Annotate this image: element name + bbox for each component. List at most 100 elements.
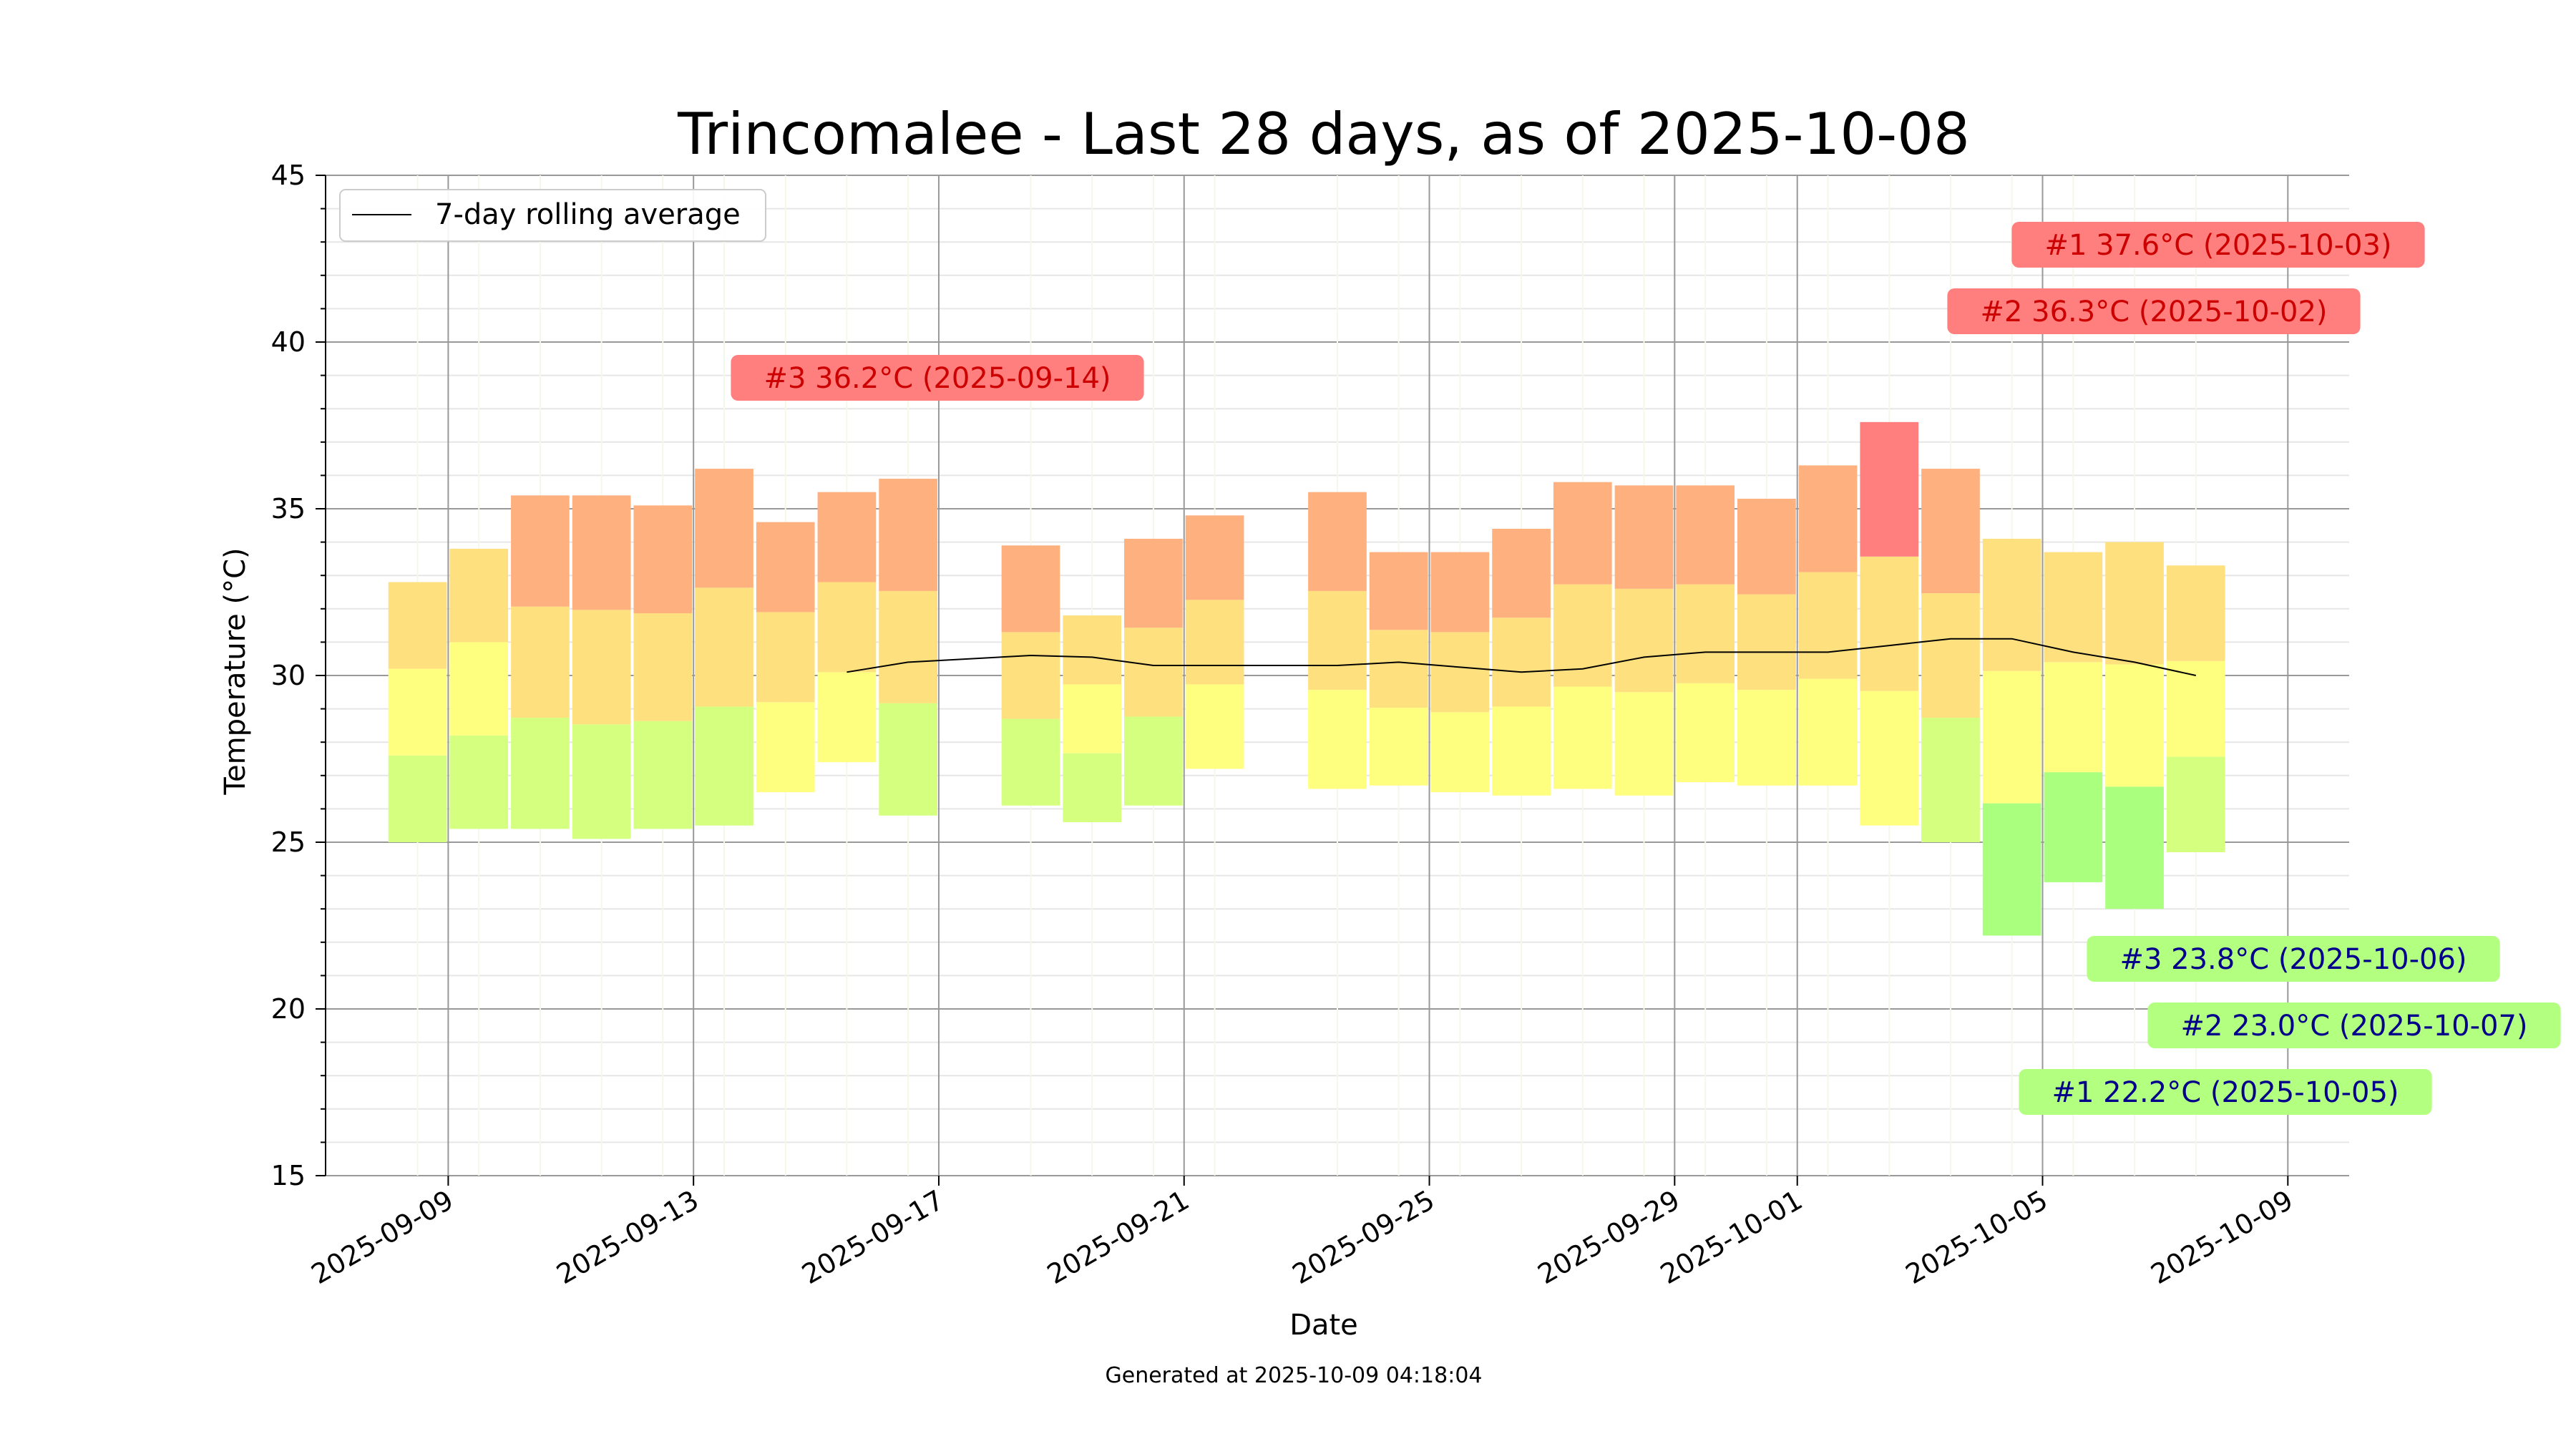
bar-segment [388,582,447,669]
y-tick-label: 30 [271,660,306,691]
chart-title: Trincomalee - Last 28 days, as of 2025-1… [677,101,1970,167]
daily-bar [1124,175,1183,1176]
bar-segment [1798,465,1858,572]
bar-segment [695,587,753,707]
bar-segment [633,505,693,614]
bar-segment [1063,684,1122,753]
bar-segment [2044,662,2103,773]
bar-segment [511,718,570,829]
bar-segment [1614,485,1674,589]
bar-segment [2044,552,2103,663]
daily-bar [449,175,509,1176]
bar-segment [572,495,631,610]
x-tick-label: 2025-10-09 [2146,1184,2298,1291]
daily-bar [388,175,447,1176]
bar-segment [1001,545,1060,633]
annotation-label: #1 22.2°C (2025-10-05) [2051,1076,2399,1109]
annotation-low: #2 23.0°C (2025-10-07) [2147,1002,2561,1048]
bar-segment [1124,716,1183,806]
daily-bar [1308,175,1367,1176]
daily-bar [695,175,753,1176]
x-tick-label: 2025-09-17 [796,1184,949,1291]
annotation-box [2011,222,2425,268]
bar-segment [1369,708,1428,786]
daily-bar [1492,175,1551,1176]
bar-segment [1369,630,1428,708]
bar-segment [695,469,753,588]
y-tick-label: 20 [271,993,306,1025]
bar-segment [1982,803,2041,936]
bar-segment [1185,684,1244,769]
daily-bar [572,175,631,1176]
y-tick-label: 15 [271,1160,306,1191]
daily-bar [1676,175,1735,1176]
annotation-label: #2 36.3°C (2025-10-02) [1980,296,2327,328]
plot-area: 15 20 25 30 35 40 45 2025-09-09 2025-09-13 2025-0… [271,160,2561,1290]
bar-segment [1308,690,1367,789]
annotation-label: #2 23.0°C (2025-10-07) [2180,1010,2527,1043]
bar-segment [1430,712,1490,793]
bar-segment [1492,618,1551,707]
bar-segment [1614,588,1674,693]
x-tick-label: 2025-09-09 [306,1184,459,1291]
bar-segment [572,610,631,725]
bar-segment [817,582,877,673]
bar-segment [1553,482,1612,585]
y-tick-label: 45 [271,160,306,191]
bar-segment [1124,628,1183,717]
daily-bar [1982,175,2041,1176]
bar-segment [633,721,693,829]
daily-bar [1860,175,1919,1176]
x-tick-label: 2025-09-21 [1042,1184,1194,1291]
legend-label: 7-day rolling average [435,198,741,231]
legend: 7-day rolling average [339,189,766,242]
bar-segment [1798,678,1858,786]
bar-segment [879,703,937,816]
x-axis-label: Date [1289,1309,1358,1342]
bar-segment [511,495,570,607]
daily-bar [1001,175,1060,1176]
annotation-low: #1 22.2°C (2025-10-05) [2019,1069,2432,1115]
bar-segment [1063,753,1122,823]
annotation-box [731,355,1144,401]
bar-segment [879,479,937,591]
bar-segment [572,724,631,839]
annotation-low: #3 23.8°C (2025-10-06) [2087,936,2500,982]
bar-segment [1737,690,1796,786]
y-tick-label: 40 [271,326,306,358]
annotation-label: #1 37.6°C (2025-10-03) [2044,229,2391,262]
bar-segment [1614,692,1674,796]
bar-segment [1737,594,1796,691]
bar-segment [1185,600,1244,685]
annotation-label: #3 23.8°C (2025-10-06) [2119,943,2467,976]
bar-segment [1308,492,1367,591]
bar-segment [756,612,815,703]
bar-segment [1308,590,1367,691]
daily-bar [1430,175,1490,1176]
y-axis-label: Temperature (°C) [219,547,252,795]
annotation-box [2147,1002,2561,1048]
annotation-label: #3 36.2°C (2025-09-14) [763,362,1111,395]
daily-bar [1921,175,1980,1176]
bar-segment [1676,584,1735,683]
bar-segment [2044,772,2103,882]
y-tick-label: 35 [271,493,306,525]
bar-segment [1001,718,1060,806]
daily-bar [1737,175,1796,1176]
rolling-average-line [847,638,2197,676]
daily-bar [1063,175,1122,1176]
annotation-high: #3 36.2°C (2025-09-14) [731,355,1144,401]
annotation-box [1947,288,2361,334]
bar-segment [1063,615,1122,685]
bar-segment [388,668,447,756]
bar-segment [2105,786,2164,909]
x-tick-label: 2025-10-05 [1901,1184,2053,1291]
daily-bar [756,175,815,1176]
bar-segment [1982,670,2041,804]
bar-segment [511,606,570,718]
bar-segment [1492,528,1551,618]
daily-bar [1614,175,1674,1176]
x-tick-label: 2025-09-25 [1287,1184,1440,1291]
annotation-box [2087,936,2500,982]
bar-segment [1553,686,1612,789]
